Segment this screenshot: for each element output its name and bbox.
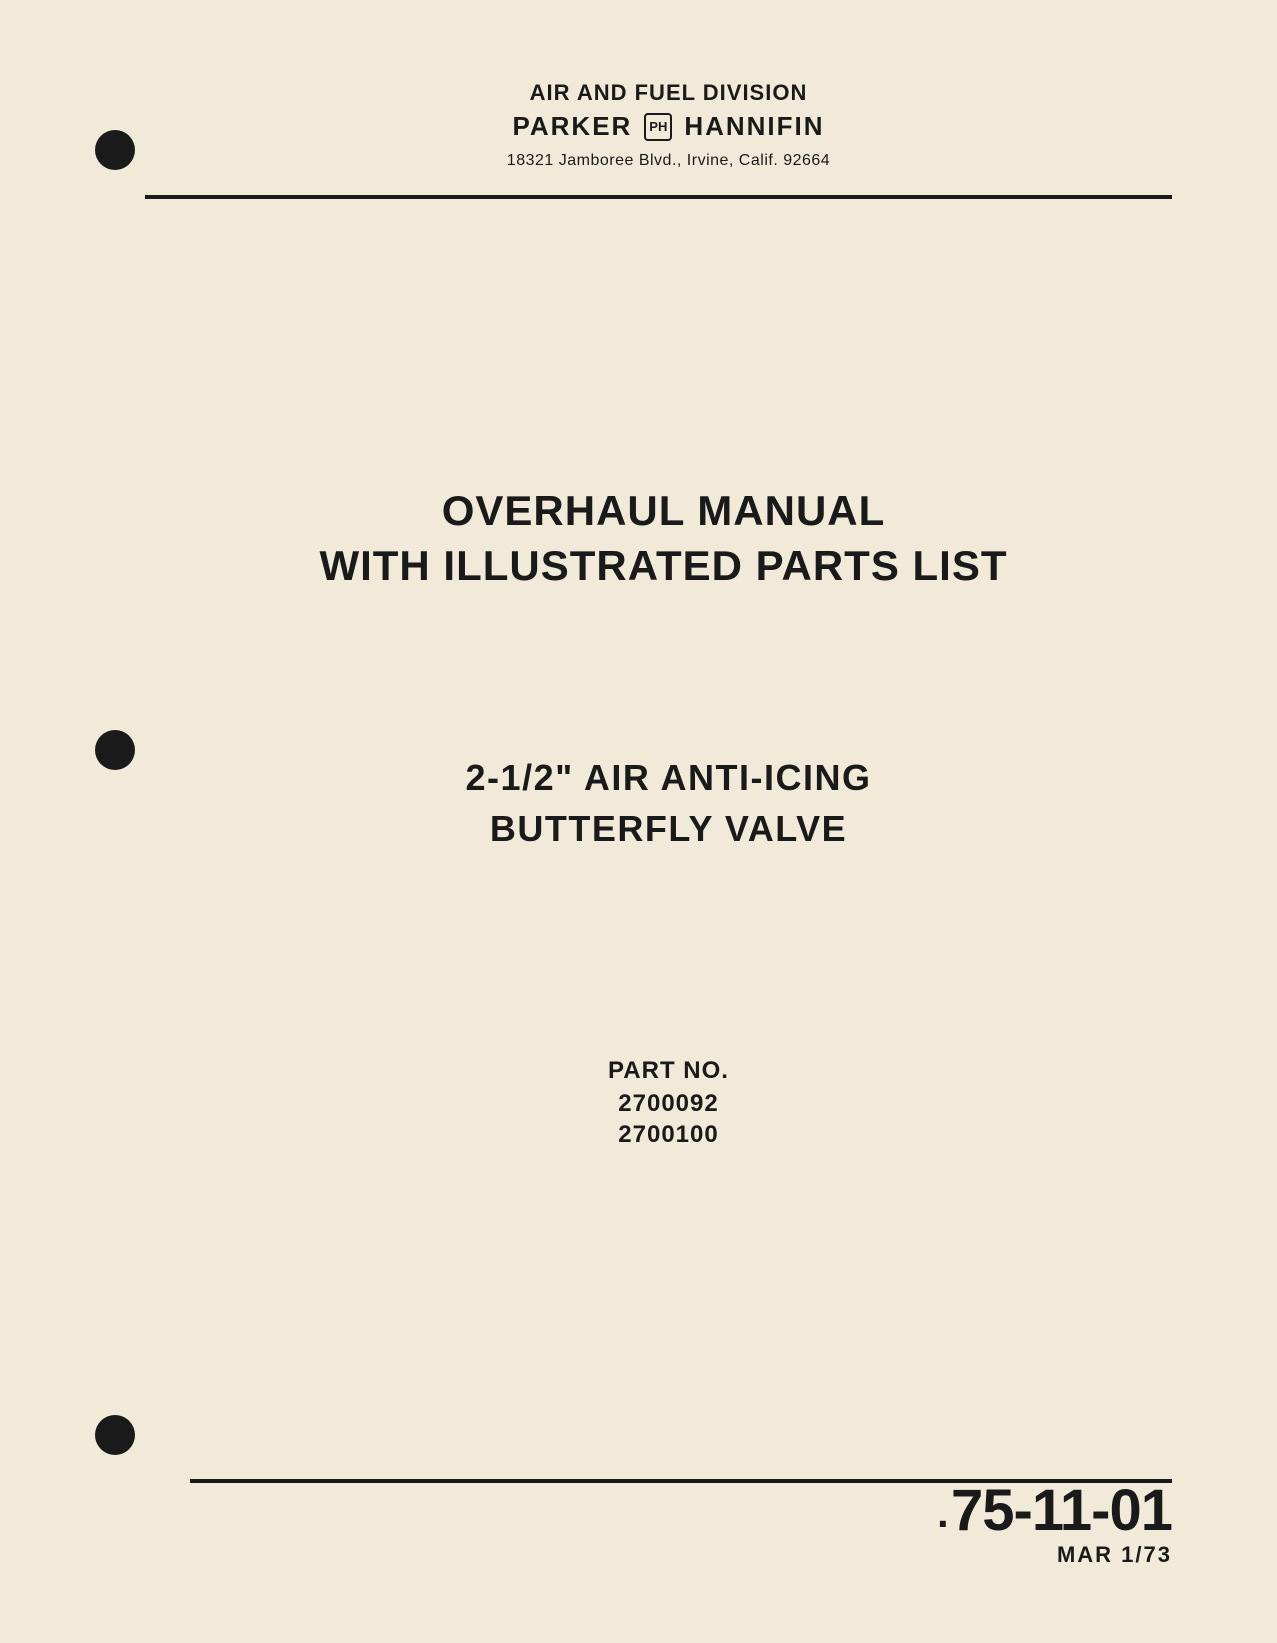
main-title-line2: WITH ILLUSTRATED PARTS LIST <box>150 539 1177 594</box>
punch-hole-icon <box>95 130 135 170</box>
company-address: 18321 Jamboree Blvd., Irvine, Calif. 926… <box>160 152 1177 170</box>
company-name-right: HANNIFIN <box>684 111 824 142</box>
main-title-block: OVERHAUL MANUAL WITH ILLUSTRATED PARTS L… <box>150 484 1177 593</box>
document-number: 75-11-01 <box>951 1478 1172 1543</box>
part-number-2: 2700100 <box>160 1119 1177 1150</box>
subtitle-line1: 2-1/2" AIR ANTI-ICING <box>160 753 1177 803</box>
subtitle-block: 2-1/2" AIR ANTI-ICING BUTTERFLY VALVE <box>160 753 1177 854</box>
document-number-line: ·75-11-01 <box>937 1477 1172 1550</box>
company-logo-icon: PH <box>644 113 672 141</box>
part-number-1: 2700092 <box>160 1088 1177 1119</box>
subtitle-line2: BUTTERFLY VALVE <box>160 804 1177 854</box>
header-divider <box>145 195 1172 199</box>
division-name: AIR AND FUEL DIVISION <box>160 80 1177 106</box>
part-number-block: PART NO. 2700092 2700100 <box>160 1054 1177 1150</box>
logo-text: PH <box>649 119 667 134</box>
main-title-line1: OVERHAUL MANUAL <box>150 484 1177 539</box>
part-number-label: PART NO. <box>160 1054 1177 1088</box>
document-page: AIR AND FUEL DIVISION PARKER PH HANNIFIN… <box>0 0 1277 1643</box>
header-block: AIR AND FUEL DIVISION PARKER PH HANNIFIN… <box>160 60 1177 199</box>
company-line: PARKER PH HANNIFIN <box>160 111 1177 142</box>
punch-hole-icon <box>95 730 135 770</box>
doc-number-prefix: · <box>937 1500 951 1547</box>
company-name-left: PARKER <box>512 111 632 142</box>
punch-hole-icon <box>95 1415 135 1455</box>
document-number-block: ·75-11-01 MAR 1/73 <box>937 1477 1172 1568</box>
